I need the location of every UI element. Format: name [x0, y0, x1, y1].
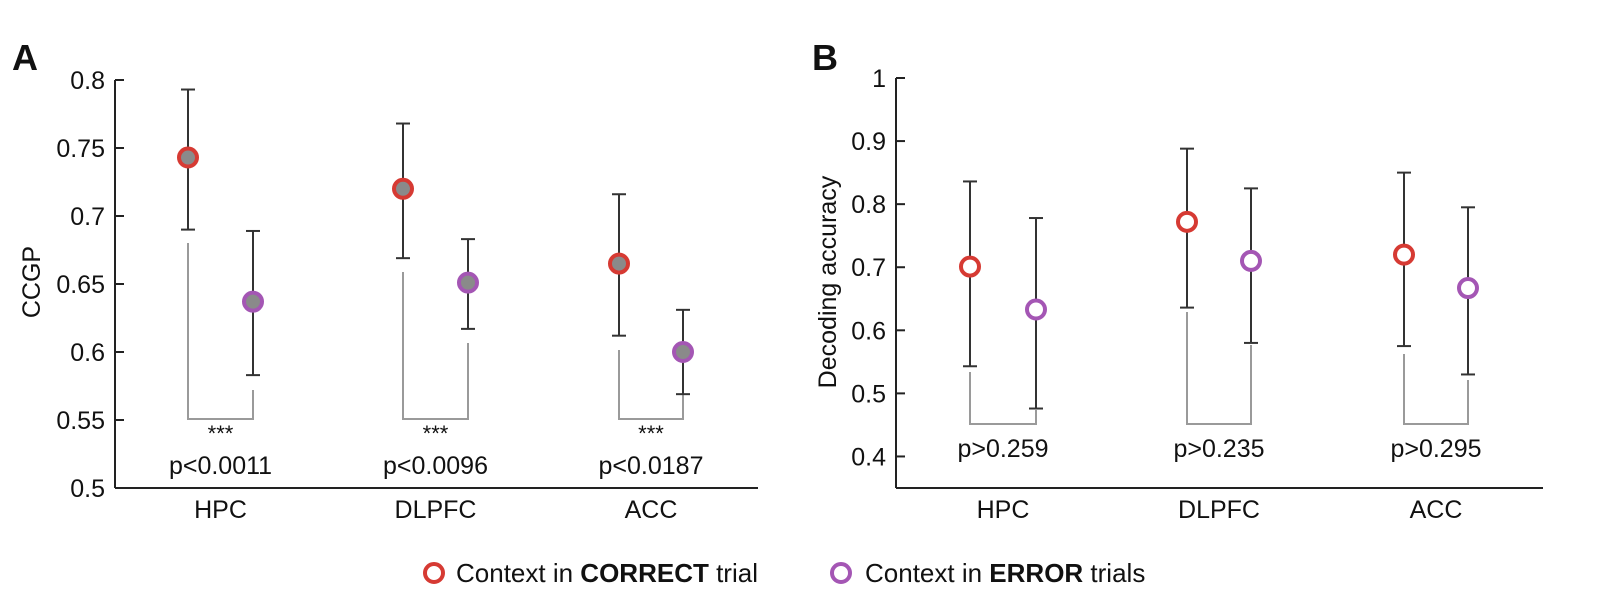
p-value-label: p>0.235 [1173, 435, 1264, 463]
p-value-label: p<0.0096 [383, 452, 488, 480]
legend-error-label: Context in ERROR trials [865, 558, 1145, 588]
y-tick-label: 0.4 [851, 443, 886, 471]
y-tick-label: 0.5 [70, 475, 105, 503]
data-point-correct [1393, 243, 1415, 266]
panel-b: B 0.4 0.5 0.6 0.7 0.8 0.9 1 Decoding accuracy HP… [812, 37, 1543, 524]
panel-b-letter: B [812, 37, 838, 78]
significance-bracket [1186, 312, 1252, 425]
significance-bracket [1403, 354, 1469, 425]
legend-error-marker [830, 562, 852, 584]
y-tick-label: 0.8 [70, 67, 105, 95]
y-tick-label: 0.7 [851, 254, 886, 282]
significance-stars: *** [423, 421, 449, 446]
y-axis-title: CCGP [18, 246, 46, 318]
x-category-label: HPC [194, 496, 247, 524]
legend-correct-label: Context in CORRECT trial [456, 558, 758, 588]
data-point-error [1457, 277, 1479, 300]
data-point-error [457, 271, 479, 294]
legend: Context in CORRECT trial Context in ERRO… [423, 558, 1145, 588]
data-point-correct [608, 252, 630, 275]
p-value-label: p<0.0011 [169, 452, 272, 480]
significance-stars: *** [638, 421, 664, 446]
p-value-label: p<0.0187 [599, 452, 704, 480]
data-point-error [1025, 298, 1047, 321]
data-point-correct [392, 177, 414, 200]
significance-bracket [402, 272, 469, 420]
y-tick-label: 0.7 [70, 203, 105, 231]
x-category-label: ACC [625, 496, 678, 524]
y-tick-label: 0.6 [70, 339, 105, 367]
x-category-label: DLPFC [395, 496, 477, 524]
x-category-label: ACC [1410, 496, 1463, 524]
data-point-error [1240, 249, 1262, 272]
y-tick-label: 0.6 [851, 317, 886, 345]
y-tick-label: 0.9 [851, 128, 886, 156]
data-point-error [672, 341, 694, 363]
legend-correct-marker [423, 562, 445, 584]
y-axis-title: Decoding accuracy [814, 175, 842, 388]
y-tick-label: 0.5 [851, 380, 886, 408]
y-tick-label: 0.55 [56, 407, 105, 435]
x-category-label: HPC [977, 496, 1030, 524]
x-category-label: DLPFC [1178, 496, 1260, 524]
panel-a: A 0.5 0.55 0.6 0.65 0.7 0.75 0.8 CCGP HPC *** p<0.… [12, 37, 758, 524]
data-point-correct [177, 146, 199, 169]
significance-bracket [969, 372, 1037, 425]
y-tick-label: 0.75 [56, 135, 105, 163]
data-point-correct [959, 255, 981, 278]
y-tick-label: 0.65 [56, 271, 105, 299]
significance-bracket [187, 243, 254, 420]
panel-a-letter: A [12, 37, 38, 78]
p-value-label: p>0.259 [957, 435, 1048, 463]
significance-bracket [618, 350, 684, 420]
significance-stars: *** [208, 421, 234, 446]
y-tick-label: 0.8 [851, 191, 886, 219]
data-point-correct [1176, 210, 1198, 233]
p-value-label: p>0.295 [1390, 435, 1481, 463]
data-point-error [242, 290, 264, 313]
y-tick-label: 1 [872, 65, 886, 93]
